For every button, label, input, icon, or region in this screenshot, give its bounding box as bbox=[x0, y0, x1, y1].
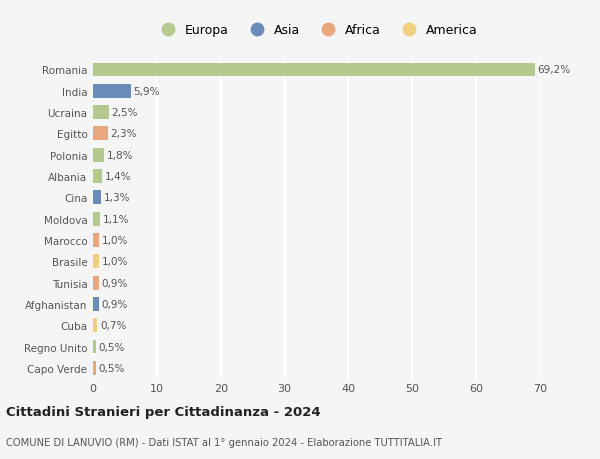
Bar bbox=[93, 276, 99, 290]
Bar bbox=[93, 106, 109, 120]
Bar bbox=[93, 148, 104, 162]
Text: 2,5%: 2,5% bbox=[112, 108, 138, 118]
Text: 2,3%: 2,3% bbox=[110, 129, 137, 139]
Text: 69,2%: 69,2% bbox=[538, 65, 571, 75]
Bar bbox=[93, 340, 96, 354]
Bar bbox=[93, 170, 102, 184]
Text: COMUNE DI LANUVIO (RM) - Dati ISTAT al 1° gennaio 2024 - Elaborazione TUTTITALIA: COMUNE DI LANUVIO (RM) - Dati ISTAT al 1… bbox=[6, 437, 442, 447]
Text: 1,3%: 1,3% bbox=[104, 193, 130, 203]
Text: 1,0%: 1,0% bbox=[102, 235, 128, 246]
Legend: Europa, Asia, Africa, America: Europa, Asia, Africa, America bbox=[155, 24, 478, 37]
Text: 0,9%: 0,9% bbox=[101, 299, 128, 309]
Bar bbox=[93, 84, 131, 99]
Bar bbox=[93, 361, 96, 375]
Text: Cittadini Stranieri per Cittadinanza - 2024: Cittadini Stranieri per Cittadinanza - 2… bbox=[6, 405, 320, 419]
Bar bbox=[93, 234, 100, 247]
Bar bbox=[93, 63, 535, 77]
Text: 1,4%: 1,4% bbox=[104, 172, 131, 182]
Text: 0,9%: 0,9% bbox=[101, 278, 128, 288]
Text: 0,5%: 0,5% bbox=[99, 342, 125, 352]
Text: 0,7%: 0,7% bbox=[100, 320, 127, 330]
Bar bbox=[93, 255, 100, 269]
Text: 1,1%: 1,1% bbox=[103, 214, 129, 224]
Bar bbox=[93, 127, 107, 141]
Bar bbox=[93, 297, 99, 311]
Bar bbox=[93, 319, 97, 332]
Text: 1,8%: 1,8% bbox=[107, 151, 134, 160]
Bar bbox=[93, 191, 101, 205]
Text: 1,0%: 1,0% bbox=[102, 257, 128, 267]
Text: 0,5%: 0,5% bbox=[99, 363, 125, 373]
Text: 5,9%: 5,9% bbox=[133, 87, 160, 96]
Bar bbox=[93, 212, 100, 226]
